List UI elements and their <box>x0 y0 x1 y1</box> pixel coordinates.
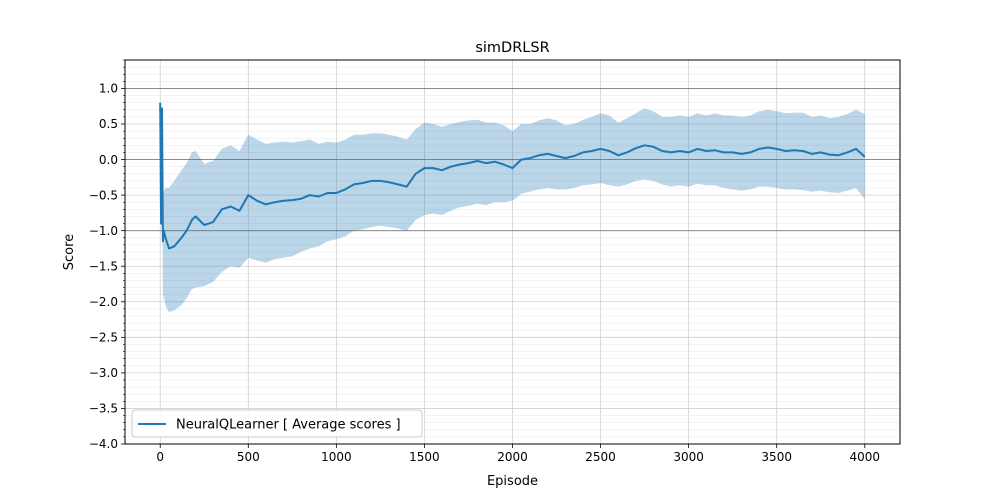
y-axis-ticks: −4.0 −3.5 −3.0 −2.5 −2.0 −1.5 −1.0 −0.5 0.0 0.5 1.… <box>89 59 125 451</box>
y-tick-label: −1.0 <box>89 224 118 238</box>
y-axis-label: Score <box>62 234 77 270</box>
x-tick-label: 3500 <box>761 450 792 464</box>
chart-title: simDRLSR <box>475 40 549 56</box>
y-tick-label: −3.5 <box>89 402 118 416</box>
x-tick-label: 0 <box>156 450 164 464</box>
y-tick-label: −3.0 <box>89 366 118 380</box>
std-band <box>160 102 865 313</box>
std-bands <box>160 102 865 313</box>
x-tick-label: 1000 <box>321 450 352 464</box>
series-lines <box>159 102 866 250</box>
y-tick-label: −4.0 <box>89 437 118 451</box>
legend-box <box>131 409 423 438</box>
y-tick-label: 0.5 <box>99 117 118 131</box>
y-tick-label: 1.0 <box>99 82 118 96</box>
x-tick-label: 3000 <box>673 450 704 464</box>
x-axis-ticks: 0 500 1000 1500 2000 2500 3000 3500 4000 <box>156 444 880 464</box>
y-tick-label: −2.5 <box>89 331 118 345</box>
series-line <box>159 102 866 250</box>
x-axis-label: Episode <box>487 474 538 489</box>
x-tick-label: 4000 <box>849 450 880 464</box>
y-tick-label: 0.0 <box>99 153 118 167</box>
x-tick-label: 500 <box>237 450 260 464</box>
legend-label: NeuralQLearner [ Average scores ] <box>176 418 401 433</box>
y-tick-label: −0.5 <box>89 188 118 202</box>
y-tick-label: −2.0 <box>89 295 118 309</box>
x-tick-label: 2500 <box>585 450 616 464</box>
y-tick-label: −1.5 <box>89 259 118 273</box>
x-tick-label: 1500 <box>409 450 440 464</box>
legend: NeuralQLearner [ Average scores ] <box>131 409 423 438</box>
x-tick-label: 2000 <box>497 450 528 464</box>
reference-lines <box>125 88 900 232</box>
